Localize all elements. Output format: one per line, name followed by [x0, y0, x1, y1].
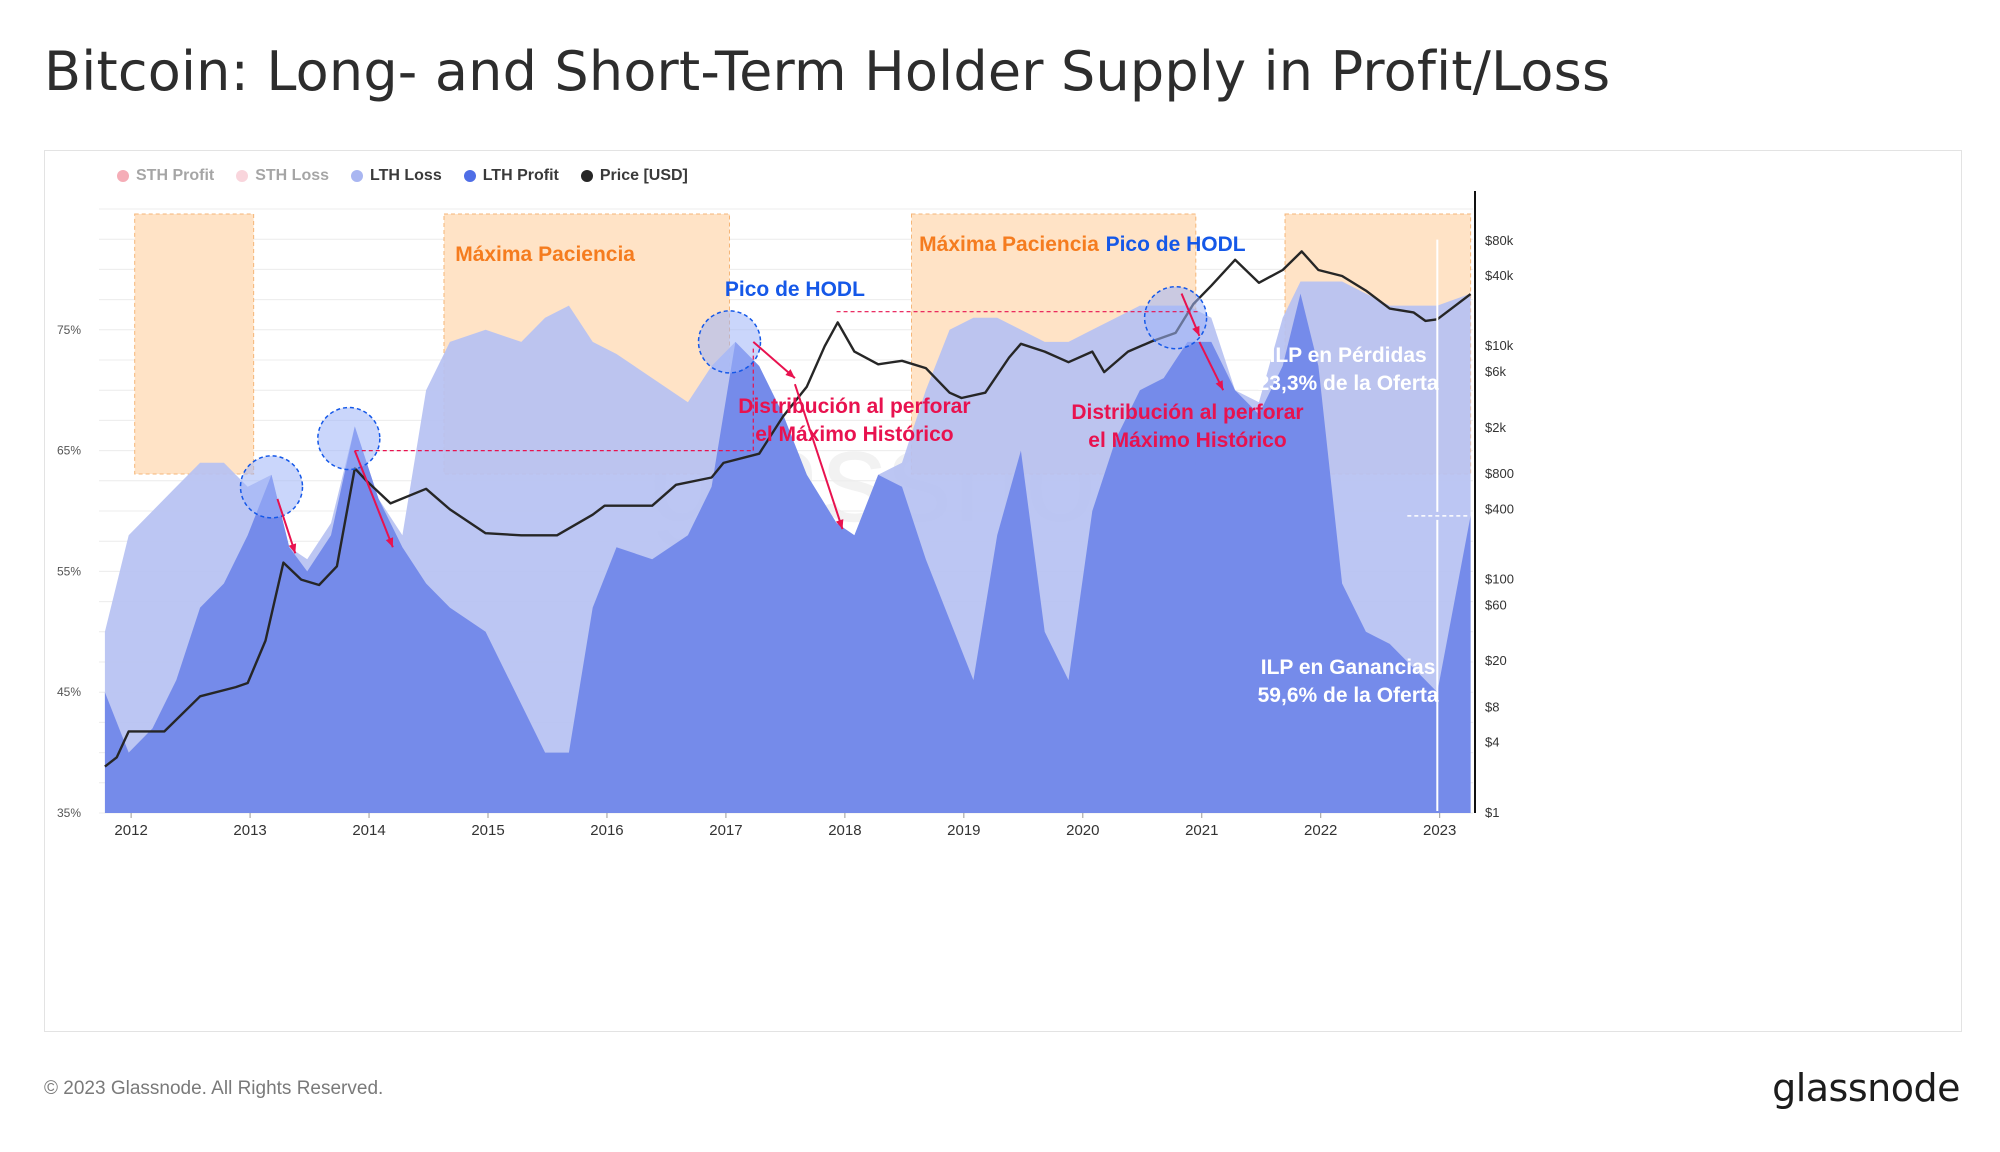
arrow-head	[1215, 380, 1224, 391]
annotation-label: ILP en Pérdidas	[1270, 344, 1427, 367]
x-tick-label: 2015	[471, 822, 504, 839]
legend-label: LTH Profit	[482, 167, 559, 184]
y-right-tick-label: $2k	[1485, 420, 1506, 435]
distribution-arrow	[276, 498, 297, 554]
y-left-tick-label: 65%	[57, 444, 81, 458]
y-right-tick-label: $4	[1485, 735, 1499, 750]
annotation-label: Pico de HODL	[725, 278, 865, 301]
hodl-peak-circle	[239, 455, 304, 519]
x-tick-label: 2014	[352, 822, 385, 839]
arrow-head	[385, 537, 394, 548]
annotation-label: Distribución al perforar	[1071, 401, 1303, 424]
hodl-peak-circle	[1143, 285, 1208, 350]
y-right-tick-label: $20	[1485, 653, 1507, 668]
legend-item-sth-profit[interactable]: STH Profit	[117, 167, 214, 185]
legend-swatch	[351, 170, 364, 182]
y-right-tick-label: $100	[1485, 572, 1514, 587]
annotation-label-line2: el Máximo Histórico	[1088, 429, 1286, 452]
x-tick-label: 2019	[947, 822, 980, 839]
y-left-tick-label: 35%	[57, 806, 81, 820]
footer-copyright: © 2023 Glassnode. All Rights Reserved.	[44, 1078, 384, 1099]
annotation-label: Distribución al perforar	[738, 395, 970, 418]
chart-svg: glassnode 35%45%55%65%75%$1$4$8$20$60$10…	[57, 191, 1514, 839]
x-tick-label: 2022	[1304, 822, 1337, 839]
legend-swatch	[236, 170, 249, 182]
arrow-head	[1192, 325, 1200, 336]
legend-label: STH Loss	[255, 167, 330, 184]
x-tick-label: 2017	[709, 822, 742, 839]
chart-panel: STH Profit STH Loss LTH Loss LTH Profit …	[44, 150, 1962, 1032]
axis-layer: 35% 45% 55% 65% 75% $1 $4 $8 $20 $60 $100 $400 $800 $…	[57, 191, 1514, 839]
legend-label: Price [USD]	[599, 167, 688, 184]
y-right-tick-label: $10k	[1485, 338, 1514, 353]
page-title: Bitcoin: Long- and Short-Term Holder Sup…	[44, 40, 1611, 103]
x-tick-label: 2016	[590, 822, 623, 839]
x-tick-label: 2018	[828, 822, 861, 839]
price-layer	[104, 250, 1472, 768]
annotation-label-line2: 59,6% de la Oferta	[1258, 684, 1439, 707]
glassnode-logo: glassnode	[1772, 1066, 1960, 1110]
y-left-tick-label: 75%	[57, 323, 81, 337]
area-layer	[104, 281, 1471, 814]
hodl-peak-circle	[697, 310, 762, 374]
annotation-label-line2: 23,3% de la Oferta	[1258, 372, 1439, 395]
hodl-peak-circle	[317, 406, 381, 471]
x-tick-label: 2013	[233, 822, 266, 839]
x-tick-label: 2020	[1066, 822, 1099, 839]
arrow-head	[288, 543, 297, 554]
y-right-tick-label: $40k	[1485, 268, 1514, 283]
legend-item-sth-loss[interactable]: STH Loss	[236, 167, 329, 185]
distribution-arrow	[793, 383, 844, 530]
x-tick-label: 2023	[1423, 822, 1456, 839]
price-line	[104, 250, 1472, 768]
y-right-tick-label: $60	[1485, 598, 1507, 613]
y-right-tick-label: $800	[1485, 466, 1514, 481]
annotation-label: ILP en Ganancias	[1261, 656, 1436, 679]
x-tick-label: 2021	[1185, 822, 1218, 839]
annotation-layer: Máxima Paciencia Máxima Paciencia Pico de …	[239, 233, 1468, 811]
y-left-tick-label: 45%	[57, 685, 81, 699]
annotation-label-line2: el Máximo Histórico	[755, 423, 953, 446]
legend-swatch	[463, 170, 476, 182]
legend-item-price[interactable]: Price [USD]	[580, 167, 688, 185]
y-right-tick-label: $400	[1485, 501, 1514, 516]
y-right-tick-label: $80k	[1485, 233, 1514, 248]
legend-item-lth-loss[interactable]: LTH Loss	[351, 167, 442, 185]
y-right-tick-label: $6k	[1485, 364, 1506, 379]
legend-item-lth-profit[interactable]: LTH Profit	[463, 167, 559, 185]
arrow-head	[785, 369, 795, 379]
y-right-tick-label: $8	[1485, 700, 1499, 715]
max-patience-band	[134, 213, 255, 475]
y-right-tick-label: $1	[1485, 805, 1499, 820]
y-left-tick-label: 55%	[57, 564, 81, 578]
legend-label: LTH Loss	[370, 167, 442, 184]
annotation-label: Máxima Paciencia	[919, 233, 1099, 256]
annotation-label: Máxima Paciencia	[455, 243, 635, 266]
arrow-head	[835, 519, 844, 530]
distribution-arrow	[353, 450, 394, 548]
x-tick-label: 2012	[114, 822, 147, 839]
annotation-label: Pico de HODL	[1106, 233, 1246, 256]
legend: STH Profit STH Loss LTH Loss LTH Profit …	[117, 161, 688, 191]
legend-label: STH Profit	[136, 167, 215, 184]
lth-profit-area	[104, 293, 1471, 814]
legend-swatch	[117, 170, 129, 182]
legend-swatch	[580, 170, 593, 182]
